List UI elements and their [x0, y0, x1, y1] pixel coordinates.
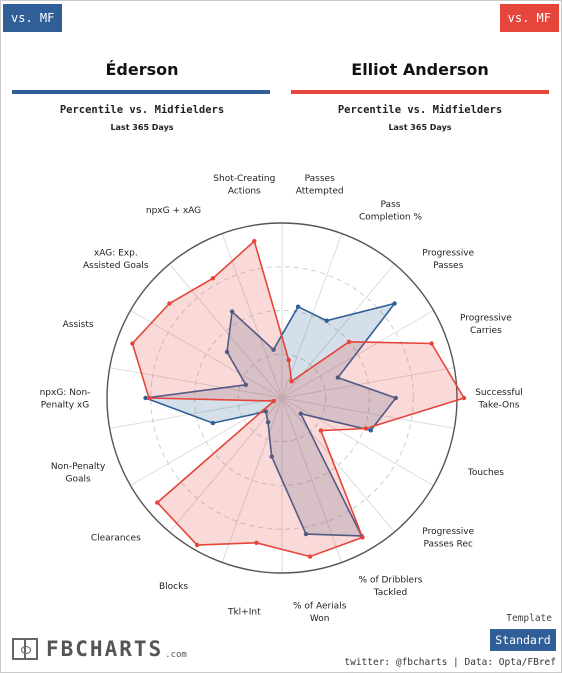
data-point [461, 395, 467, 401]
grid-ring [194, 310, 370, 486]
data-point [271, 398, 276, 404]
data-point [146, 395, 152, 401]
data-point [210, 276, 216, 281]
spoke-line [281, 397, 455, 429]
template-label: Template [506, 613, 552, 624]
data-point [229, 309, 235, 314]
data-point [368, 428, 373, 433]
axis-label: Clearances [91, 534, 141, 544]
axis-label: Progressive Passes Rec [422, 527, 474, 550]
data-point [335, 375, 341, 380]
axis-label: Progressive Passes [422, 248, 474, 270]
data-point [254, 540, 259, 545]
axis-label: Assists [63, 320, 94, 330]
spoke-line [109, 397, 283, 429]
axis-label: Blocks [159, 582, 188, 592]
axis-label: npxG + xAG [146, 206, 201, 216]
left-player-name: Éderson [105, 60, 179, 79]
logo-suffix: .com [165, 650, 187, 660]
outer-ring [106, 222, 458, 574]
left-player-color-rule [12, 90, 270, 94]
data-point [318, 428, 324, 433]
standard-template-button[interactable]: Standard [490, 629, 556, 651]
data-point [298, 411, 303, 416]
series-area-anderson [131, 239, 466, 558]
left-comparison-badge: vs. MF [3, 4, 63, 32]
data-point [210, 420, 216, 426]
data-point [243, 382, 248, 387]
axis-label: xAG: Exp. Assisted Goals [83, 248, 149, 270]
axis-label: Shot-Creating Actions [213, 174, 275, 197]
right-subtitle: Percentile vs. Midfielders [337, 104, 503, 116]
logo-text: FBCHARTS [46, 637, 164, 661]
axis-label: Non-Penalty Goals [51, 462, 106, 485]
right-player-color-rule [291, 90, 549, 94]
data-point [224, 349, 230, 355]
axis-label: Passes Attempted [296, 174, 344, 197]
credit-text: twitter: @fbcharts | Data: Opta/FBref [344, 657, 556, 668]
data-point [393, 395, 398, 401]
left-period: Last 365 Days [110, 123, 174, 132]
right-player-name: Elliot Anderson [351, 60, 489, 79]
data-point [263, 409, 269, 414]
data-point [307, 554, 313, 559]
data-point [252, 239, 257, 244]
axis-label: Tkl+Int [227, 608, 261, 618]
axis-label: % of Dribblers Tackled [359, 576, 423, 599]
axis-label: Progressive Carries [460, 314, 512, 337]
data-point [194, 542, 200, 548]
spoke-line [221, 397, 283, 563]
grid-ring [237, 353, 327, 443]
data-point [271, 347, 276, 352]
axis-label: % of Aerials Won [293, 602, 347, 625]
data-point [303, 531, 309, 537]
data-point [429, 341, 434, 346]
axis-label: Touches [467, 468, 504, 478]
right-period: Last 365 Days [388, 123, 452, 132]
data-point [286, 357, 291, 363]
data-point [363, 426, 369, 431]
data-point [155, 500, 160, 505]
right-comparison-badge: vs. MF [499, 4, 559, 32]
fbcharts-logo: FBCHARTS .com [12, 638, 187, 660]
data-point [346, 339, 352, 344]
data-point [265, 420, 271, 425]
data-point [392, 301, 397, 306]
data-point [295, 304, 301, 309]
left-subtitle: Percentile vs. Midfielders [59, 104, 225, 116]
data-point [269, 454, 274, 459]
data-point [167, 301, 172, 306]
spoke-line [281, 310, 434, 399]
axis-label: Pass Completion % [359, 200, 422, 223]
data-point [143, 395, 148, 401]
data-point [324, 318, 329, 323]
spoke-line [169, 263, 283, 399]
grid-ring [150, 266, 414, 530]
axis-label: Successful Take-Ons [475, 388, 523, 411]
data-point [360, 535, 365, 540]
pitch-icon [12, 638, 38, 660]
axis-label: npxG: Non-Penalty xG [40, 388, 91, 411]
data-point [130, 341, 135, 346]
spoke-line [130, 310, 283, 399]
data-point [289, 379, 294, 384]
